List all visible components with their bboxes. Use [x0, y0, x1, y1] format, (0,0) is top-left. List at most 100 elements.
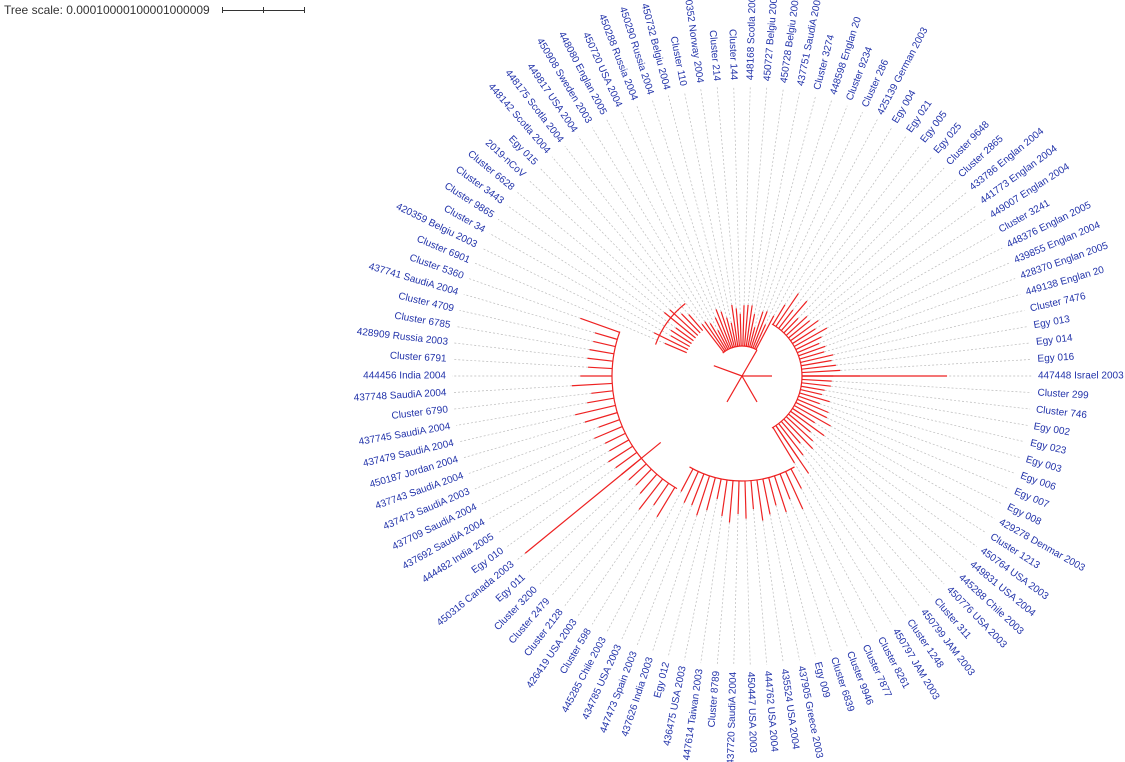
- root-branch: [713, 365, 743, 377]
- tip-branch: [743, 304, 749, 347]
- guide-line: [775, 505, 817, 657]
- tip-branch: [731, 304, 739, 347]
- guide-line: [489, 233, 671, 337]
- guide-line: [826, 233, 995, 329]
- guide-line: [833, 309, 1025, 356]
- tip-branch: [593, 340, 616, 348]
- tip-branch: [571, 382, 613, 387]
- guide-line: [830, 425, 995, 519]
- tip-branch: [790, 410, 825, 437]
- guide-line: [636, 105, 717, 310]
- guide-line: [551, 156, 690, 315]
- guide-line: [751, 88, 784, 306]
- tip-branch: [663, 312, 696, 339]
- tip-branch: [584, 412, 618, 423]
- tip-branch: [670, 335, 691, 348]
- clade-arc: [771, 375, 803, 429]
- guide-line: [667, 510, 708, 657]
- tip-branch: [773, 475, 787, 513]
- tip-branch: [780, 300, 808, 332]
- tip-branch: [772, 304, 786, 325]
- tip-branch: [775, 293, 799, 327]
- leaf-label: Egy 013: [1033, 314, 1071, 331]
- tip-branch: [591, 390, 613, 394]
- guide-line: [798, 136, 906, 294]
- guide-line: [489, 450, 610, 519]
- guide-line: [818, 205, 977, 321]
- guide-line: [684, 498, 718, 661]
- tip-branch: [728, 480, 734, 523]
- tip-branch: [670, 329, 692, 345]
- guide-line: [497, 461, 609, 534]
- guide-line: [821, 394, 1025, 443]
- tip-branch: [793, 327, 828, 348]
- leaf-label: Cluster 6791: [390, 351, 448, 365]
- tip-branch: [615, 451, 638, 469]
- tip-branch: [742, 305, 745, 347]
- tip-branch: [753, 324, 767, 349]
- guide-line: [591, 516, 658, 625]
- tip-branch: [675, 327, 694, 342]
- guide-line: [802, 508, 863, 640]
- leaf-label: Egy 023: [1029, 438, 1068, 457]
- leaf-label: 444762 USA 2004: [762, 670, 780, 752]
- tip-branch: [762, 478, 771, 515]
- guide-line: [636, 504, 693, 647]
- leaf-label: 448168 Scotla 2004: [745, 0, 759, 80]
- guide-line: [733, 86, 741, 314]
- tip-branch: [801, 385, 825, 391]
- tip-branch: [801, 382, 831, 387]
- leaf-label: Cluster 110: [668, 35, 689, 87]
- guide-line: [765, 112, 863, 325]
- guide-line: [564, 146, 703, 325]
- guide-line: [812, 440, 956, 573]
- tip-branch: [721, 479, 728, 517]
- guide-line: [716, 522, 730, 665]
- leaf-label: Cluster 6790: [391, 404, 449, 421]
- guide-line: [578, 136, 706, 322]
- guide-line: [667, 95, 728, 318]
- guide-line: [497, 218, 671, 331]
- root-branch: [741, 375, 758, 403]
- guide-line: [452, 359, 589, 368]
- tip-branch: [628, 463, 647, 481]
- tip-branch: [801, 359, 832, 367]
- tip-branch: [785, 416, 814, 442]
- guide-line: [481, 442, 606, 505]
- tip-branch: [747, 314, 756, 347]
- guide-line: [830, 385, 1031, 410]
- tip-branch: [656, 487, 676, 518]
- guide-line: [835, 342, 1031, 366]
- tip-branch: [795, 401, 828, 419]
- leaf-label: Egy 002: [1033, 421, 1071, 438]
- guide-line: [474, 438, 595, 490]
- tree-scale-label: Tree scale: 0.00010000100001000009: [4, 3, 210, 17]
- tip-branch: [653, 482, 670, 506]
- scale-tick: [222, 7, 223, 13]
- tip-branch: [797, 398, 829, 414]
- guide-line: [815, 218, 987, 330]
- guide-line: [754, 91, 800, 315]
- leaf-label: 437720 SaudiA 2004: [726, 671, 740, 762]
- guide-line: [606, 491, 682, 633]
- guide-line: [794, 462, 893, 625]
- leaf-label: Cluster 214: [707, 30, 722, 82]
- tip-branch: [737, 480, 740, 515]
- leaf-label: Cluster 8789: [706, 670, 722, 728]
- guide-line: [481, 247, 655, 334]
- guide-line: [814, 422, 987, 534]
- guide-line: [801, 488, 878, 633]
- leaf-label: 435524 USA 2004: [779, 668, 802, 750]
- tip-branch: [587, 397, 615, 404]
- tip-branch: [681, 313, 701, 334]
- guide-line: [564, 509, 640, 606]
- guide-line: [459, 414, 576, 443]
- guide-line: [743, 86, 751, 306]
- tip-branch: [779, 473, 791, 500]
- tip-branch: [799, 351, 825, 360]
- leaf-label: 428909 Russia 2003: [356, 326, 449, 347]
- guide-line: [747, 87, 768, 306]
- guide-line: [456, 326, 590, 350]
- tip-branch: [608, 445, 633, 463]
- guide-line: [684, 91, 732, 323]
